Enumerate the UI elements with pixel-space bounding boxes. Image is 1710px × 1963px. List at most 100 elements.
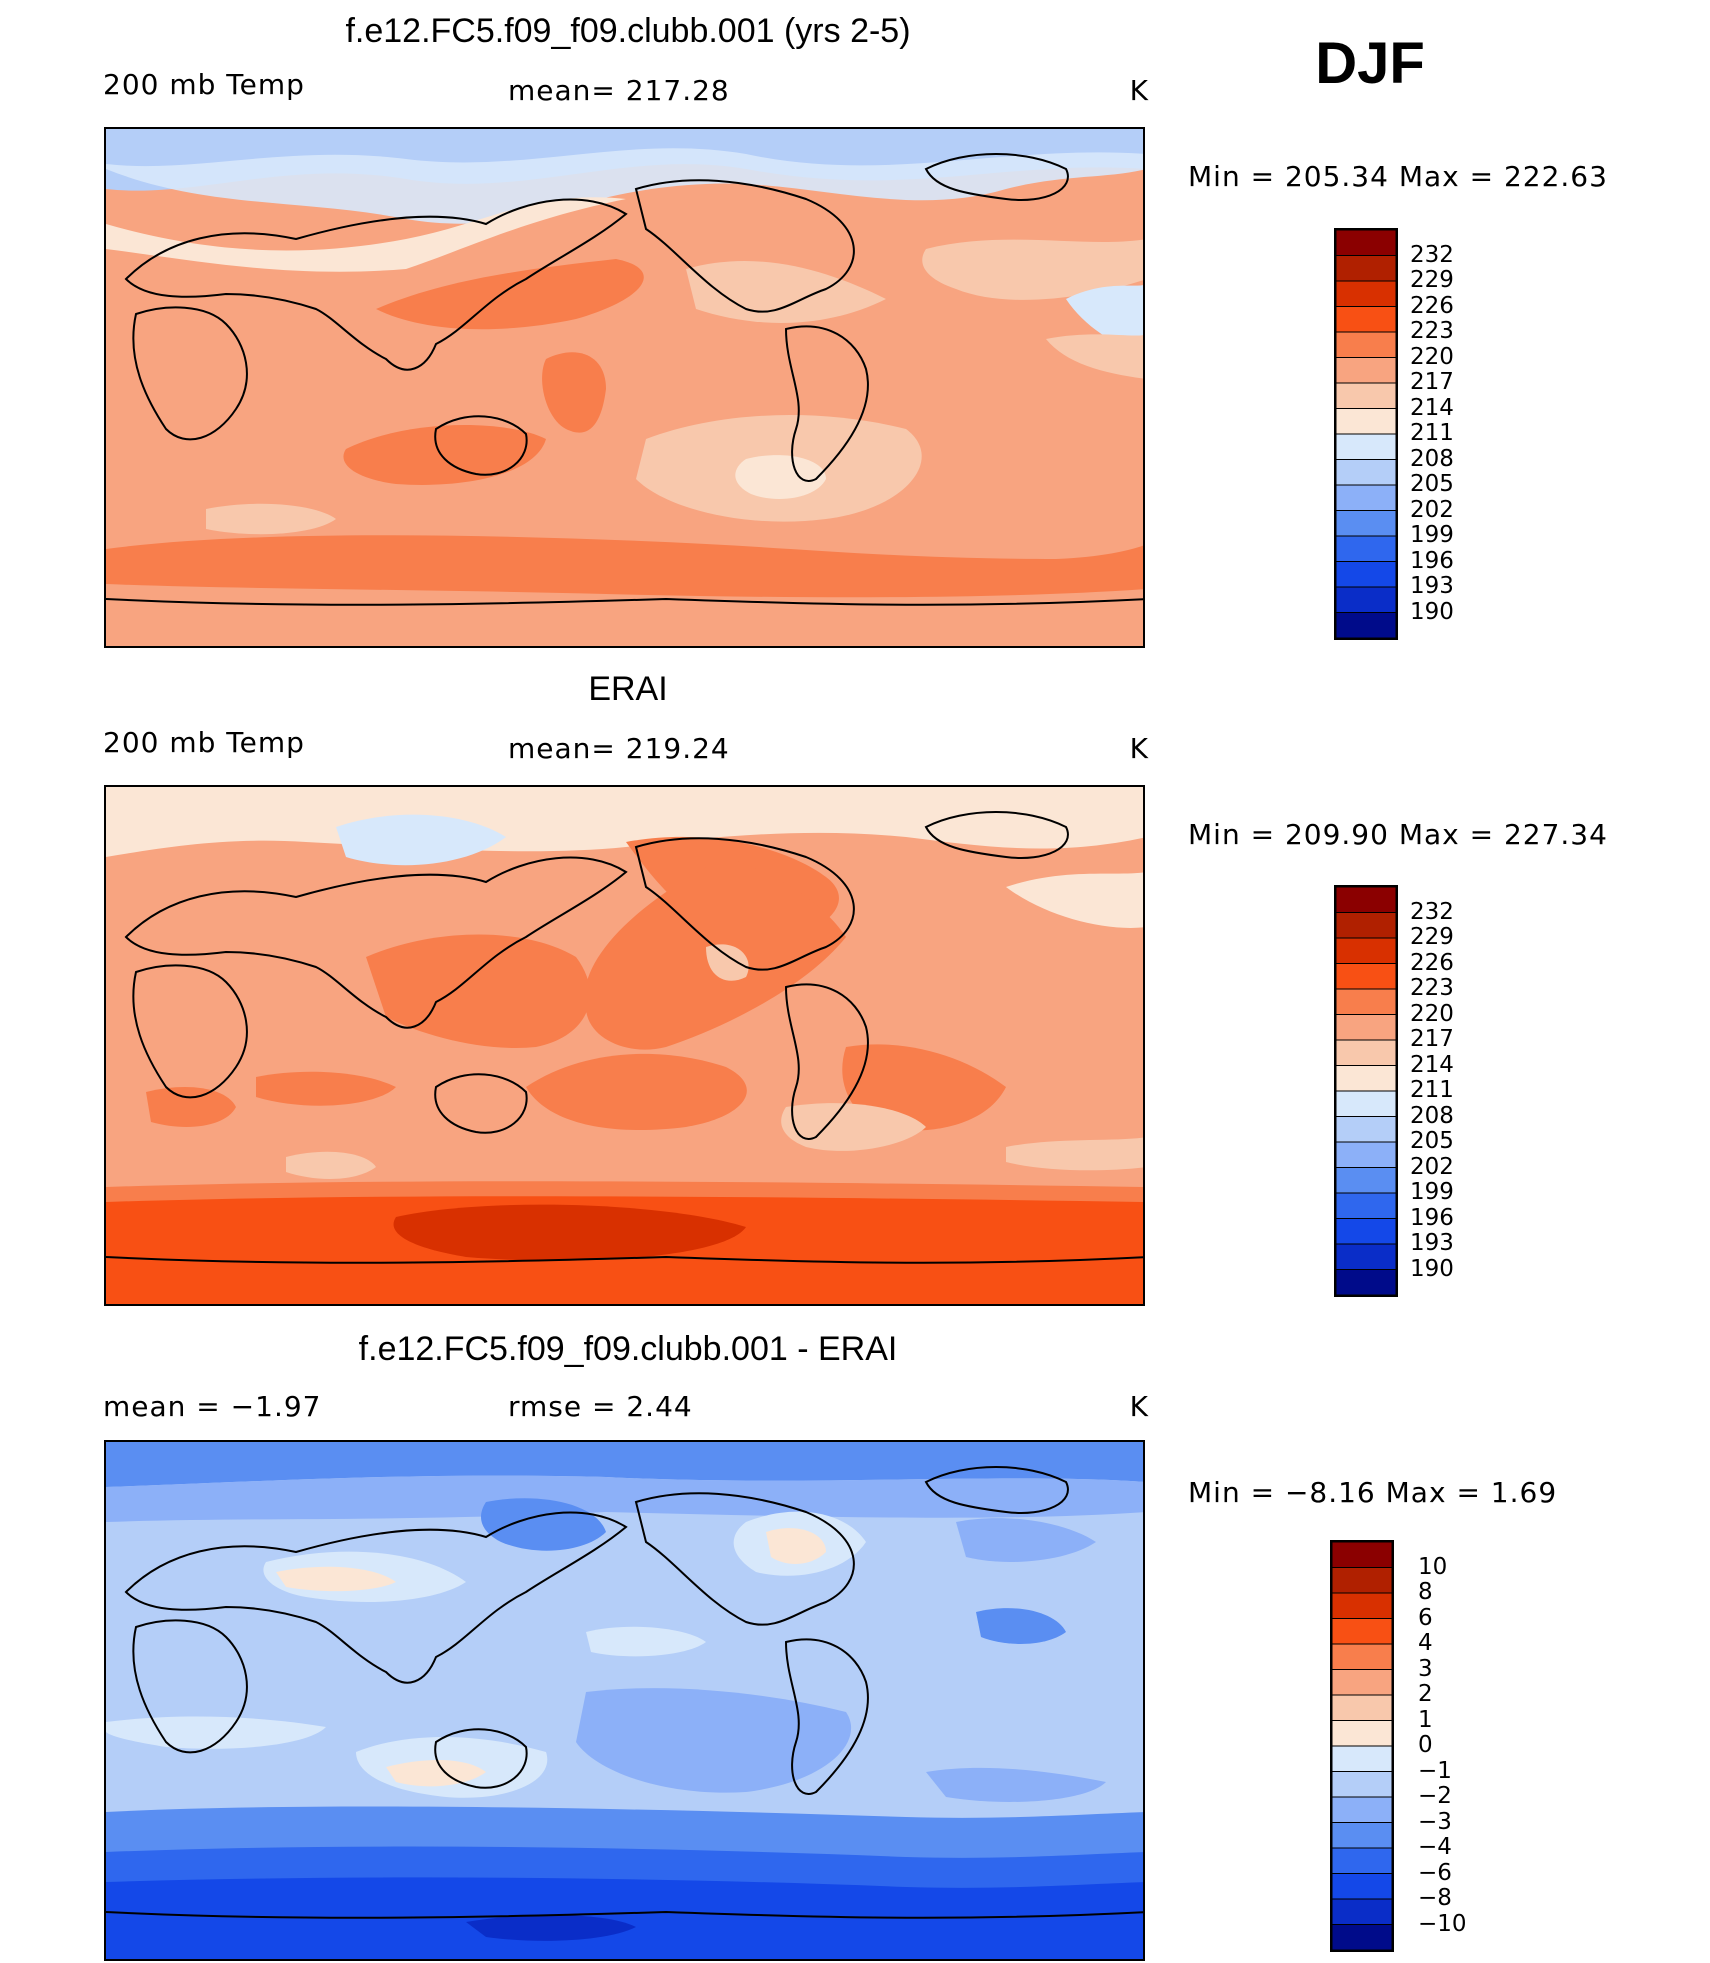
colorbar-label: 193 bbox=[1410, 1230, 1454, 1256]
panel-1-minmax: Min = 205.34 Max = 222.63 bbox=[1188, 160, 1608, 193]
colorbar-swatch bbox=[1335, 1167, 1397, 1194]
panel-1-map-svg bbox=[106, 129, 1143, 646]
colorbar-swatch bbox=[1335, 535, 1397, 562]
colorbar-label: 199 bbox=[1410, 522, 1454, 548]
colorbar-swatch bbox=[1331, 1873, 1393, 1900]
colorbar-swatch bbox=[1335, 484, 1397, 511]
colorbar-swatch bbox=[1335, 510, 1397, 537]
colorbar-swatch bbox=[1331, 1745, 1393, 1772]
panel-3-colorbar-svg bbox=[1331, 1541, 1393, 1951]
colorbar-swatch bbox=[1331, 1796, 1393, 1823]
colorbar-swatch bbox=[1331, 1694, 1393, 1721]
colorbar-swatch bbox=[1331, 1771, 1393, 1798]
panel-3-map-svg bbox=[106, 1442, 1143, 1959]
colorbar-swatch bbox=[1335, 561, 1397, 588]
colorbar-label: 3 bbox=[1418, 1655, 1433, 1682]
colorbar-label: −6 bbox=[1418, 1859, 1452, 1886]
colorbar-label: 217 bbox=[1410, 369, 1454, 395]
colorbar-label: 208 bbox=[1410, 445, 1454, 472]
colorbar-swatch bbox=[1331, 1541, 1393, 1568]
colorbar-label: 220 bbox=[1410, 343, 1454, 370]
colorbar-label: 220 bbox=[1410, 1000, 1454, 1027]
colorbar-swatch bbox=[1335, 886, 1397, 913]
colorbar-swatch bbox=[1335, 1039, 1397, 1066]
colorbar-swatch bbox=[1335, 1243, 1397, 1270]
season-label: DJF bbox=[1315, 31, 1425, 96]
colorbar-label: 214 bbox=[1410, 1051, 1454, 1078]
panel-2-map bbox=[104, 785, 1145, 1306]
colorbar-swatch bbox=[1335, 1218, 1397, 1245]
colorbar-label: 223 bbox=[1410, 975, 1454, 1001]
panel-2-colorbar-svg bbox=[1335, 886, 1397, 1296]
colorbar-swatch bbox=[1335, 408, 1397, 435]
colorbar-label: −2 bbox=[1418, 1783, 1452, 1809]
colorbar-swatch bbox=[1335, 1192, 1397, 1219]
colorbar-swatch bbox=[1335, 1141, 1397, 1168]
panel-3-center-label: rmse = 2.44 bbox=[508, 1390, 693, 1423]
panel-2-map-svg bbox=[106, 787, 1143, 1304]
colorbar-swatch bbox=[1335, 1090, 1397, 1117]
colorbar-label: 199 bbox=[1410, 1179, 1454, 1205]
panel-1-left-label: 200 mb Temp bbox=[103, 68, 305, 101]
colorbar-label: 190 bbox=[1410, 1255, 1454, 1282]
panel-1-colorbar bbox=[1334, 228, 1398, 640]
colorbar-swatch bbox=[1335, 331, 1397, 358]
colorbar-label: −1 bbox=[1418, 1757, 1452, 1784]
colorbar-swatch bbox=[1335, 988, 1397, 1015]
colorbar-swatch bbox=[1331, 1669, 1393, 1696]
panel-2-colorbar bbox=[1334, 885, 1398, 1297]
colorbar-swatch bbox=[1335, 912, 1397, 939]
colorbar-label: 8 bbox=[1418, 1579, 1433, 1605]
colorbar-swatch bbox=[1335, 382, 1397, 409]
colorbar-swatch bbox=[1335, 255, 1397, 282]
colorbar-swatch bbox=[1331, 1720, 1393, 1747]
colorbar-label: 196 bbox=[1410, 547, 1454, 574]
colorbar-label: 196 bbox=[1410, 1204, 1454, 1231]
panel-2-minmax: Min = 209.90 Max = 227.34 bbox=[1188, 818, 1608, 851]
colorbar-label: 232 bbox=[1410, 241, 1454, 268]
colorbar-swatch bbox=[1335, 280, 1397, 307]
colorbar-label: 2 bbox=[1418, 1681, 1433, 1707]
colorbar-swatch bbox=[1331, 1592, 1393, 1619]
colorbar-swatch bbox=[1335, 963, 1397, 990]
colorbar-label: 226 bbox=[1410, 949, 1454, 976]
colorbar-label: 226 bbox=[1410, 292, 1454, 319]
colorbar-label: 1 bbox=[1418, 1706, 1433, 1733]
panel-2-center-label: mean= 219.24 bbox=[508, 732, 730, 765]
panel-1-map bbox=[104, 127, 1145, 648]
colorbar-swatch bbox=[1331, 1924, 1393, 1951]
panel-3-left-label: mean = −1.97 bbox=[103, 1390, 322, 1423]
colorbar-label: −8 bbox=[1418, 1885, 1452, 1911]
colorbar-label: 202 bbox=[1410, 496, 1454, 523]
colorbar-label: 205 bbox=[1410, 1128, 1454, 1154]
colorbar-label: 211 bbox=[1410, 420, 1454, 446]
colorbar-label: 229 bbox=[1410, 267, 1454, 293]
colorbar-label: 232 bbox=[1410, 898, 1454, 925]
colorbar-label: 211 bbox=[1410, 1077, 1454, 1103]
colorbar-swatch bbox=[1335, 612, 1397, 639]
colorbar-label: 10 bbox=[1418, 1553, 1448, 1580]
colorbar-label: 202 bbox=[1410, 1153, 1454, 1180]
colorbar-swatch bbox=[1331, 1643, 1393, 1670]
panel-1-center-label: mean= 217.28 bbox=[508, 74, 730, 107]
panel-1-units: K bbox=[1129, 74, 1149, 107]
colorbar-swatch bbox=[1335, 937, 1397, 964]
panel-3-units: K bbox=[1129, 1390, 1149, 1423]
colorbar-label: 205 bbox=[1410, 471, 1454, 497]
colorbar-label: 193 bbox=[1410, 573, 1454, 599]
panel-3-title: f.e12.FC5.f09_f09.clubb.001 - ERAI bbox=[358, 1330, 898, 1368]
colorbar-label: 223 bbox=[1410, 318, 1454, 344]
panel-2-title: ERAI bbox=[588, 670, 668, 708]
colorbar-label: 190 bbox=[1410, 598, 1454, 625]
panel-1-title: f.e12.FC5.f09_f09.clubb.001 (yrs 2-5) bbox=[345, 12, 911, 50]
colorbar-swatch bbox=[1331, 1822, 1393, 1849]
panel-3-colorbar bbox=[1330, 1540, 1394, 1952]
panel-2-left-label: 200 mb Temp bbox=[103, 726, 305, 759]
panel-3-map bbox=[104, 1440, 1145, 1961]
colorbar-swatch bbox=[1331, 1898, 1393, 1925]
colorbar-swatch bbox=[1335, 459, 1397, 486]
panel-2-units: K bbox=[1129, 732, 1149, 765]
colorbar-label: −4 bbox=[1418, 1834, 1452, 1860]
panel-1-colorbar-svg bbox=[1335, 229, 1397, 639]
colorbar-label: 229 bbox=[1410, 924, 1454, 950]
